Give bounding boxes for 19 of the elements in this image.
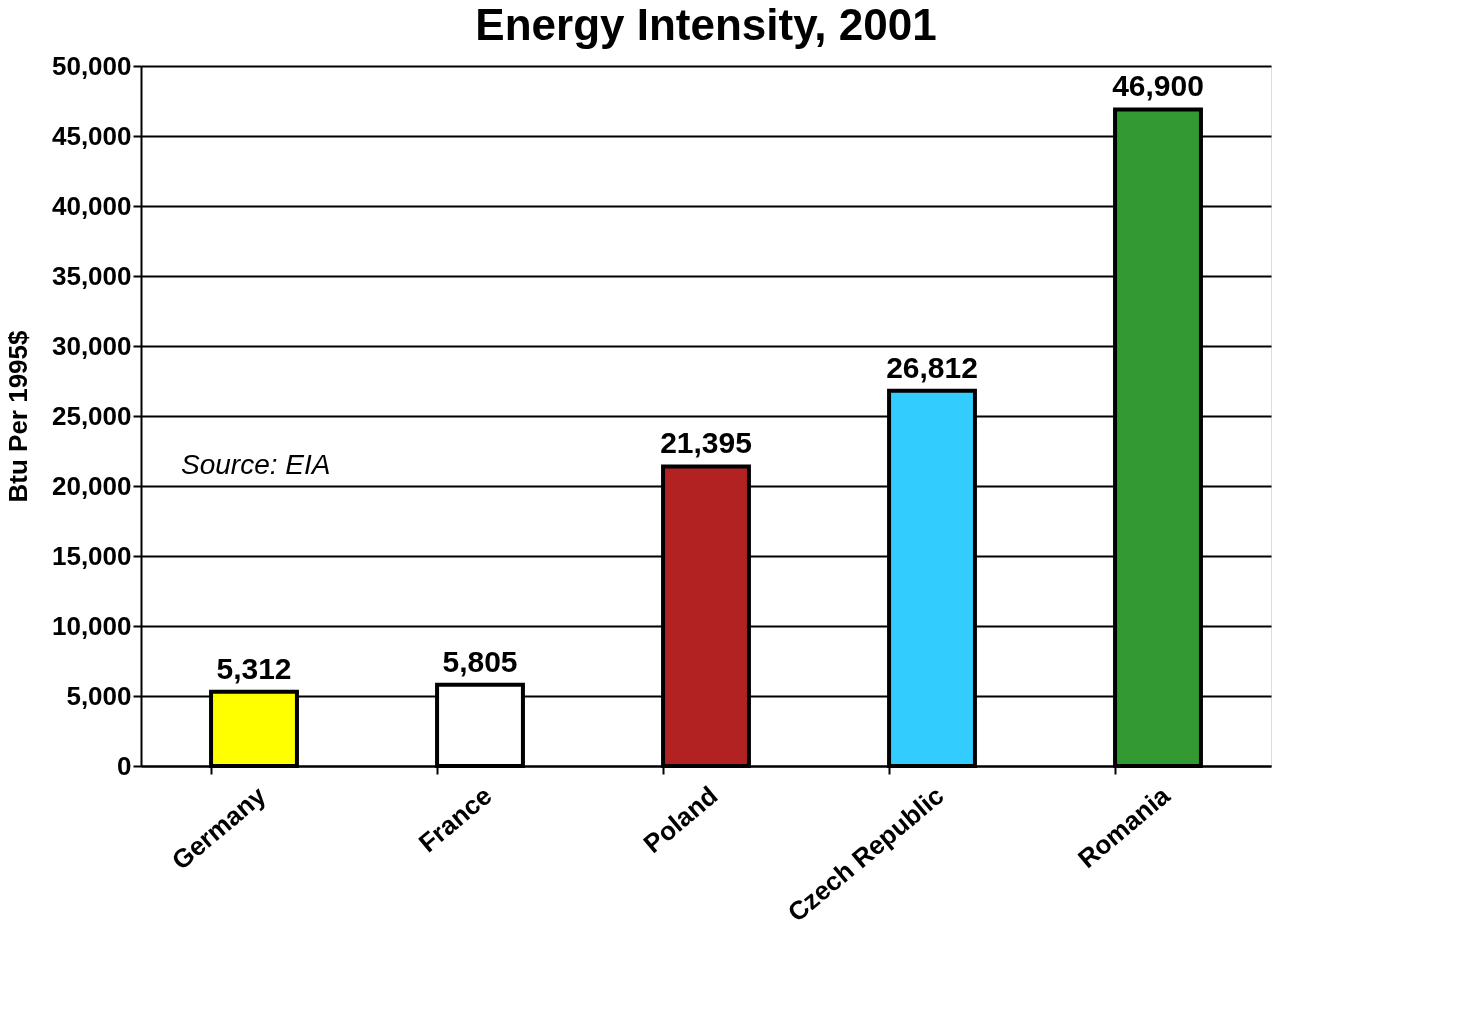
data-label: 5,312 (216, 651, 292, 685)
y-tick-label: 10,000 (51, 610, 132, 641)
data-label: 21,395 (660, 426, 752, 460)
y-tick-label: 20,000 (51, 470, 132, 501)
y-tick-label: 50,000 (51, 50, 132, 81)
y-tick-label: 45,000 (51, 120, 132, 151)
data-label: 46,900 (1112, 69, 1204, 103)
y-tick-label: 0 (117, 750, 132, 781)
y-tick-label: 35,000 (51, 260, 132, 291)
chart-title: Energy Intensity, 2001 (475, 0, 937, 49)
y-tick-label: 30,000 (51, 330, 132, 361)
y-axis-title: Btu Per 1995$ (2, 329, 33, 503)
data-label: 26,812 (886, 350, 978, 384)
annotation: Source: EIA (181, 449, 331, 480)
y-tick-label: 25,000 (51, 400, 132, 431)
data-label: 5,805 (442, 644, 518, 678)
y-tick-label: 40,000 (51, 190, 132, 221)
y-tick-label: 15,000 (51, 540, 132, 571)
y-tick-label: 5,000 (66, 680, 132, 711)
